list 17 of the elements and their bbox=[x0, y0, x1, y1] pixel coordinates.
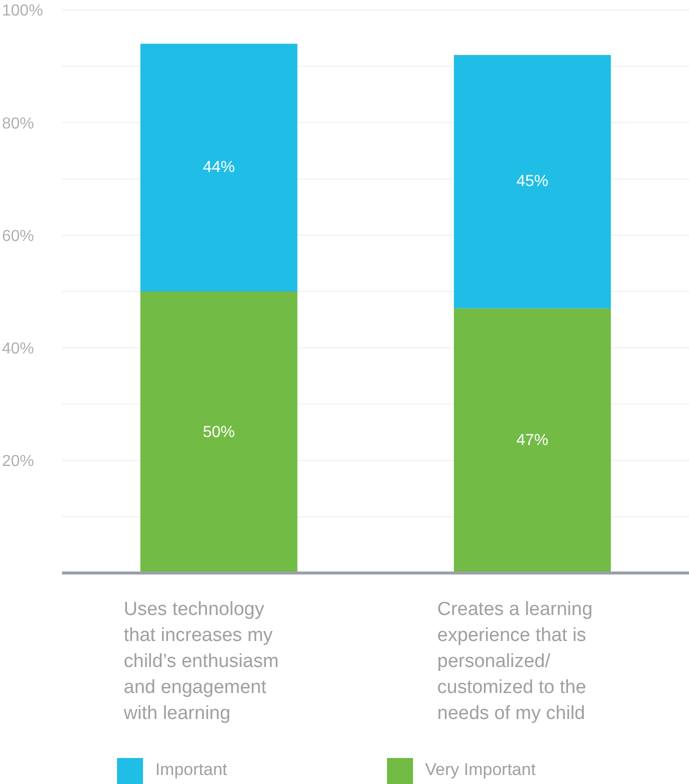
bar bbox=[140, 292, 298, 573]
x-tick-label: Uses technology that increases my child’s enthusiasm and engagement with learning bbox=[122, 599, 279, 724]
data-label: 47% bbox=[516, 432, 548, 450]
x-tick-label: Creates a learning experience that is personalized/ customized to the needs of my child bbox=[437, 599, 593, 724]
y-tick-label: 20% bbox=[2, 453, 34, 470]
y-tick-label: 60% bbox=[2, 228, 34, 245]
data-label: 44% bbox=[202, 159, 235, 176]
y-tick-label: 40% bbox=[2, 340, 34, 358]
data-label: 45% bbox=[516, 173, 548, 190]
bar bbox=[454, 308, 611, 573]
legend-label: Very Important bbox=[425, 760, 536, 780]
legend-label: Important bbox=[155, 760, 228, 780]
data-label: 50% bbox=[202, 424, 235, 441]
y-tick-label: 100% bbox=[2, 2, 43, 20]
bar bbox=[140, 44, 298, 292]
bar bbox=[454, 55, 611, 308]
y-tick-label: 80% bbox=[2, 115, 34, 132]
